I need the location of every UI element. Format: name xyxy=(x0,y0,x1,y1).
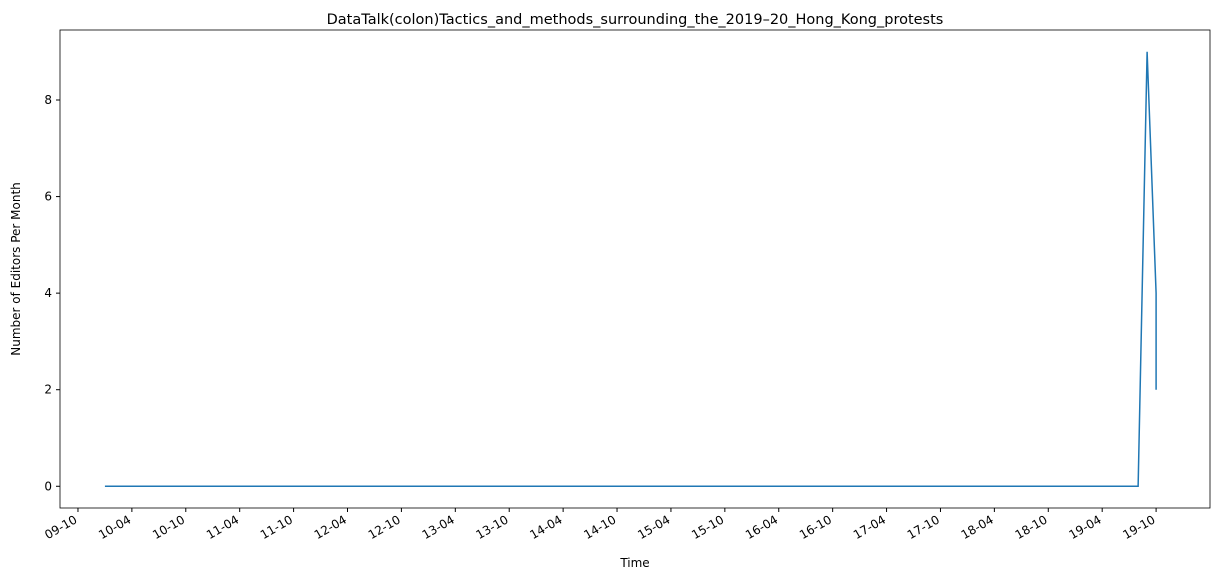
y-tick-label: 8 xyxy=(44,93,52,107)
y-tick-label: 0 xyxy=(44,479,52,493)
y-tick-label: 4 xyxy=(44,286,52,300)
y-tick-label: 6 xyxy=(44,190,52,204)
y-tick-label: 2 xyxy=(44,383,52,397)
data-line xyxy=(104,51,1157,488)
plot-frame xyxy=(59,29,1211,509)
x-axis-label: Time xyxy=(619,556,649,570)
chart-title: DataTalk(colon)Tactics_and_methods_surro… xyxy=(327,12,944,28)
y-axis-label: Number of Editors Per Month xyxy=(9,182,23,356)
